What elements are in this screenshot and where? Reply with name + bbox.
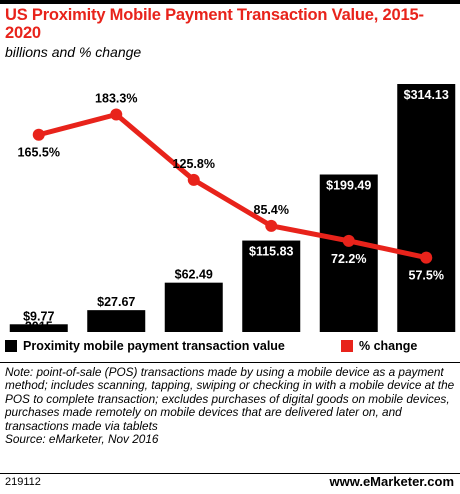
chart-title: US Proximity Mobile Payment Transaction … xyxy=(5,6,424,42)
x-tick-label: 2016 xyxy=(102,320,130,334)
pct-label: 72.2% xyxy=(331,252,366,266)
bar-2016 xyxy=(87,310,146,332)
emarketer-logo: www.eMarketer.com xyxy=(329,474,454,489)
bar-value-label: $9.77 xyxy=(23,309,54,323)
bar-value-label: $199.49 xyxy=(326,179,371,193)
legend-item-bar: Proximity mobile payment transaction val… xyxy=(5,339,285,353)
source-text: Source: eMarketer, Nov 2016 xyxy=(5,432,159,447)
bar-2017 xyxy=(164,282,223,332)
pct-point-2017 xyxy=(187,173,200,186)
bar-2018 xyxy=(242,240,301,332)
x-tick-label: 2020 xyxy=(412,320,440,334)
x-tick-label: 2017 xyxy=(180,320,208,334)
chart-note: Note: point-of-sale (POS) transactions m… xyxy=(5,365,457,447)
chart-subtitle: billions and % change xyxy=(5,44,142,60)
x-tick-label: 2018 xyxy=(257,320,285,334)
note-text: Note: point-of-sale (POS) transactions m… xyxy=(5,365,455,433)
x-tick-label: 2015 xyxy=(25,320,53,334)
legend-swatch-bar xyxy=(5,340,17,352)
pct-point-2019 xyxy=(342,234,355,247)
pct-label: 165.5% xyxy=(18,146,60,160)
chart-id: 219112 xyxy=(5,476,41,488)
pct-label: 85.4% xyxy=(254,203,289,217)
pct-point-2018 xyxy=(265,219,278,232)
bar-value-label: $115.83 xyxy=(249,245,294,259)
legend-label-bar: Proximity mobile payment transaction val… xyxy=(23,339,285,353)
top-rule xyxy=(0,0,460,4)
pct-label: 125.8% xyxy=(173,157,215,171)
legend-label-line: % change xyxy=(359,339,418,353)
pct-label: 183.3% xyxy=(95,91,137,105)
pct-point-2015 xyxy=(32,128,45,141)
chart-area: $9.77 $27.67 $62.49 $115.83 $199.49 $314.13 16… xyxy=(9,84,456,334)
bar-2019 xyxy=(319,174,378,332)
bar-2015 xyxy=(9,324,68,332)
pct-label: 57.5% xyxy=(409,269,444,283)
note-top-rule xyxy=(0,362,460,363)
legend-item-line: % change xyxy=(341,339,417,353)
pct-point-2016 xyxy=(110,108,123,121)
x-tick-label: 2019 xyxy=(335,320,363,334)
pct-point-2020 xyxy=(420,251,433,264)
legend-swatch-line xyxy=(341,340,353,352)
bar-value-label: $27.67 xyxy=(97,295,135,309)
bar-2020 xyxy=(397,84,456,332)
pct-change-line xyxy=(38,111,427,261)
bar-value-label: $314.13 xyxy=(404,88,449,102)
bar-value-label: $62.49 xyxy=(175,268,213,282)
footer-rule xyxy=(0,473,460,474)
